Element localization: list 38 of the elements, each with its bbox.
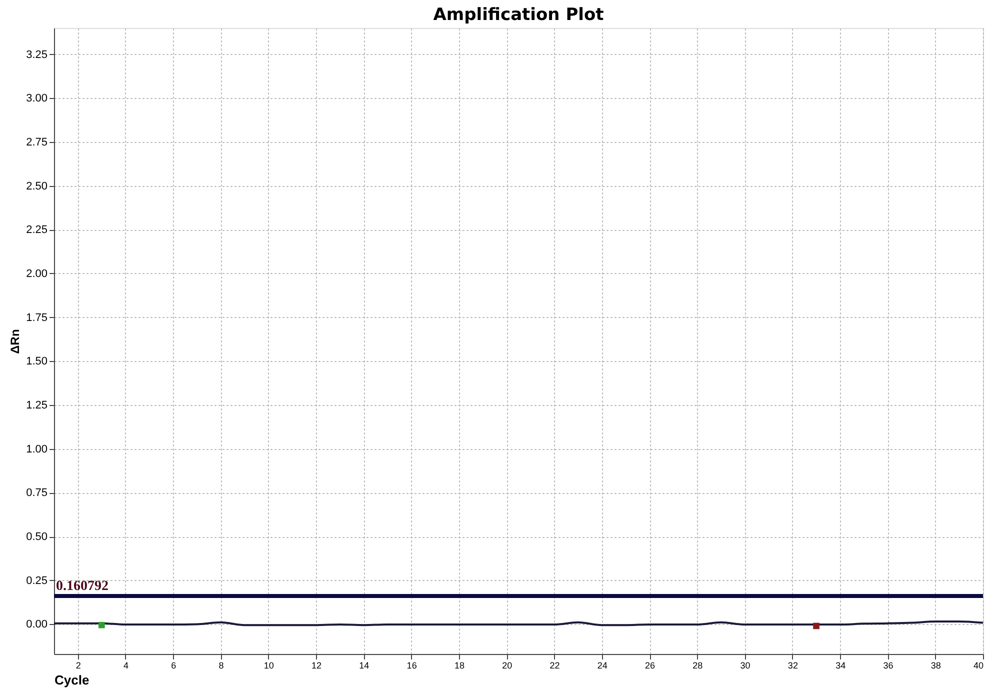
x-tick-label: 20 [502, 660, 512, 670]
x-tick-label: 24 [597, 660, 608, 670]
x-tick-label: 28 [692, 660, 703, 670]
x-tick-label: 22 [550, 660, 560, 670]
x-tick-label: 10 [264, 660, 274, 670]
x-tick-label: 14 [359, 660, 370, 670]
y-axis-title: ΔRn [8, 329, 22, 354]
x-tick-label: 18 [454, 660, 464, 670]
y-tick-label: 2.50 [26, 180, 48, 192]
y-tick-label: 2.00 [26, 268, 48, 280]
x-tick-label: 40 [973, 660, 984, 670]
y-tick-label: 3.00 [26, 92, 48, 105]
y-tick-label: 1.50 [26, 356, 48, 368]
x-axis-title: Cycle [54, 672, 90, 688]
x-tick-label: 8 [218, 660, 224, 670]
y-tick-label: 3.25 [26, 48, 48, 61]
x-tick-label: 2 [76, 660, 81, 670]
y-tick-label: 1.00 [26, 443, 48, 456]
y-tick-label: 1.75 [26, 312, 48, 324]
x-tick-label: 30 [740, 660, 750, 670]
x-tick-label: 32 [788, 660, 798, 670]
x-tick-label: 6 [171, 660, 176, 670]
x-tick-label: 12 [312, 660, 322, 670]
x-tick-label: 4 [123, 660, 128, 670]
chart-title: Amplification Plot [433, 5, 604, 25]
y-tick-label: 0.00 [26, 618, 48, 631]
x-tick-label: 26 [645, 660, 656, 670]
x-tick-label: 34 [836, 660, 846, 670]
y-tick-label: 2.75 [26, 136, 48, 148]
x-tick-label: 16 [406, 660, 417, 670]
y-tick-label: 2.25 [26, 224, 48, 236]
ref-line-label: 0.160792 [56, 578, 108, 594]
y-tick-label: 0.25 [26, 574, 48, 587]
y-tick-label: 0.75 [26, 487, 48, 500]
x-tick-label: 36 [883, 660, 894, 670]
y-tick-label: 1.25 [26, 400, 48, 412]
x-tick-label: 38 [930, 660, 941, 670]
y-tick-label: 0.50 [26, 531, 48, 544]
